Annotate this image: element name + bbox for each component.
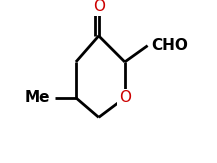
- Text: Me: Me: [24, 90, 50, 105]
- Text: CHO: CHO: [151, 38, 188, 53]
- Text: O: O: [119, 90, 131, 105]
- Text: O: O: [93, 0, 105, 14]
